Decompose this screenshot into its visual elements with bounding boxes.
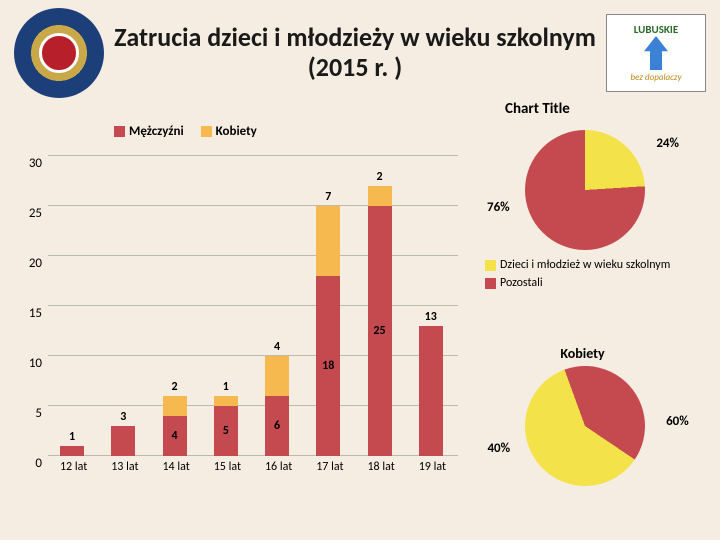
bar-value-male: 1 — [60, 430, 84, 444]
pie1-swatch-1 — [485, 278, 496, 289]
pie2-label-0: 40% — [487, 441, 510, 456]
x-tick-label: 17 lat — [308, 460, 351, 474]
logo-lubuskie: LUBUSKIE bez dopalaczy — [606, 14, 706, 92]
bar-segment-female — [214, 396, 238, 406]
logo-sanepid — [14, 8, 104, 98]
bar-value-male: 5 — [214, 424, 238, 438]
x-tick-label: 12 lat — [52, 460, 95, 474]
pie1-label-1: 76% — [487, 200, 510, 215]
x-tick-label: 19 lat — [411, 460, 454, 474]
bar-value-female: 2 — [163, 380, 187, 394]
bar-value-male: 6 — [265, 419, 289, 433]
x-tick-label: 14 lat — [155, 460, 198, 474]
pie1-legend: Dzieci i młodzież w wieku szkolnym Pozos… — [485, 256, 710, 292]
bar-value-male: 25 — [368, 324, 392, 338]
page-title: Zatrucia dzieci i młodzieży w wieku szko… — [104, 23, 606, 83]
bar-segment-male — [111, 426, 135, 456]
x-tick-label: 16 lat — [257, 460, 300, 474]
bar-value-female: 7 — [316, 190, 340, 204]
pie1-swatch-0 — [485, 260, 496, 271]
x-tick-label: 18 lat — [360, 460, 403, 474]
bar-value-female: 4 — [265, 340, 289, 354]
pie-2: 40% 60% — [508, 349, 662, 503]
bar-segment-female — [265, 356, 289, 396]
x-tick-label: 13 lat — [103, 460, 146, 474]
bar-value-female: 2 — [368, 170, 392, 184]
legend-swatch-male — [114, 126, 125, 137]
bar-segment-female — [163, 396, 187, 416]
bar-chart-legend: Mężczyźni Kobiety — [100, 124, 257, 139]
pie1-leg-1: Pozostali — [500, 276, 543, 290]
bar-segment-male — [419, 326, 443, 456]
bar-segment-female — [316, 206, 340, 276]
bar-value-female: 1 — [214, 380, 238, 394]
pie1-label-0: 24% — [656, 136, 679, 151]
logo-right-bottom: bez dopalaczy — [631, 72, 682, 83]
pie1-leg-0: Dzieci i młodzież w wieku szkolnym — [500, 258, 670, 272]
legend-label-male: Mężczyźni — [129, 124, 184, 139]
bar-chart: Mężczyźni Kobiety 0510152025301324154671… — [12, 124, 472, 504]
pie2-title: Kobiety — [485, 345, 710, 362]
bar-value-male: 13 — [419, 310, 443, 324]
bar-segment-male — [60, 446, 84, 456]
pie-chart-1: 24% 76% Dzieci i młodzież w wieku szkoln… — [485, 130, 710, 292]
bar-chart-plot: 0510152025301324154671822513 — [48, 156, 458, 456]
legend-label-female: Kobiety — [216, 124, 257, 139]
thumb-icon — [641, 36, 671, 70]
bar-value-male: 3 — [111, 410, 135, 424]
bar-value-male: 18 — [316, 359, 340, 373]
bar-segment-female — [368, 186, 392, 206]
chart-title: Chart Title — [505, 100, 570, 118]
pie-1: 24% 76% — [525, 130, 645, 250]
pie2-label-1: 60% — [666, 414, 689, 429]
pie-chart-2: Kobiety 40% 60% — [485, 345, 710, 486]
bar-value-male: 4 — [163, 429, 187, 443]
logo-right-top: LUBUSKIE — [634, 23, 678, 36]
legend-swatch-female — [201, 126, 212, 137]
x-tick-label: 15 lat — [206, 460, 249, 474]
